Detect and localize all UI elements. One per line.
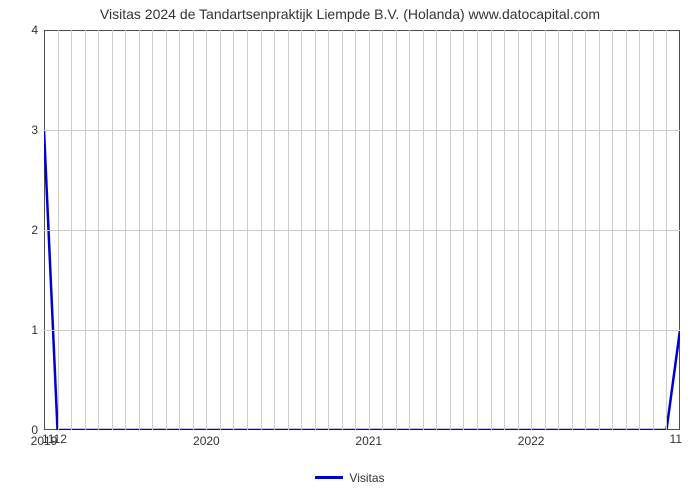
gridline-v — [342, 30, 343, 430]
gridline-v — [639, 30, 640, 430]
gridline-v — [179, 30, 180, 430]
y-tick-label: 2 — [31, 223, 44, 237]
gridline-v — [125, 30, 126, 430]
gridline-v — [504, 30, 505, 430]
legend-item-visitas: Visitas — [315, 471, 384, 485]
gridline-v — [328, 30, 329, 430]
gridline-v — [166, 30, 167, 430]
gridline-v — [491, 30, 492, 430]
gridline-v — [139, 30, 140, 430]
corner-label-bottom-right: 11 — [670, 432, 682, 446]
y-tick-label: 3 — [31, 123, 44, 137]
x-tick-label: 2021 — [355, 430, 382, 448]
gridline-v — [477, 30, 478, 430]
gridline-v — [233, 30, 234, 430]
gridline-v — [545, 30, 546, 430]
chart-title: Visitas 2024 de Tandartsenpraktijk Liemp… — [0, 6, 700, 22]
y-tick-label: 4 — [31, 23, 44, 37]
gridline-v — [355, 30, 356, 430]
gridline-v — [396, 30, 397, 430]
y-tick-label: 1 — [31, 323, 44, 337]
corner-label-bottom-left: 1112 — [42, 432, 67, 446]
legend: Visitas — [0, 468, 700, 485]
gridline-v — [152, 30, 153, 430]
gridline-v — [518, 30, 519, 430]
chart-container: Visitas 2024 de Tandartsenpraktijk Liemp… — [0, 0, 700, 500]
gridline-v — [288, 30, 289, 430]
gridline-v — [463, 30, 464, 430]
legend-label: Visitas — [349, 471, 384, 485]
gridline-v — [626, 30, 627, 430]
gridline-v — [315, 30, 316, 430]
gridline-v — [206, 30, 207, 430]
gridline-v — [653, 30, 654, 430]
x-tick-label: 2020 — [193, 430, 220, 448]
gridline-v — [531, 30, 532, 430]
gridline-v — [423, 30, 424, 430]
gridline-v — [666, 30, 667, 430]
gridline-v — [369, 30, 370, 430]
gridline-v — [599, 30, 600, 430]
gridline-v — [612, 30, 613, 430]
legend-swatch — [315, 476, 343, 479]
gridline-v — [585, 30, 586, 430]
gridline-v — [274, 30, 275, 430]
plot-area: 012342019202020212022111211 — [44, 30, 680, 430]
gridline-v — [558, 30, 559, 430]
gridline-v — [71, 30, 72, 430]
gridline-v — [193, 30, 194, 430]
gridline-v — [98, 30, 99, 430]
gridline-v — [220, 30, 221, 430]
gridline-v — [85, 30, 86, 430]
gridline-v — [436, 30, 437, 430]
x-tick-label: 2022 — [518, 430, 545, 448]
gridline-v — [58, 30, 59, 430]
gridline-v — [112, 30, 113, 430]
gridline-v — [450, 30, 451, 430]
gridline-v — [572, 30, 573, 430]
gridline-v — [301, 30, 302, 430]
gridline-v — [261, 30, 262, 430]
gridline-v — [382, 30, 383, 430]
gridline-v — [247, 30, 248, 430]
gridline-v — [409, 30, 410, 430]
